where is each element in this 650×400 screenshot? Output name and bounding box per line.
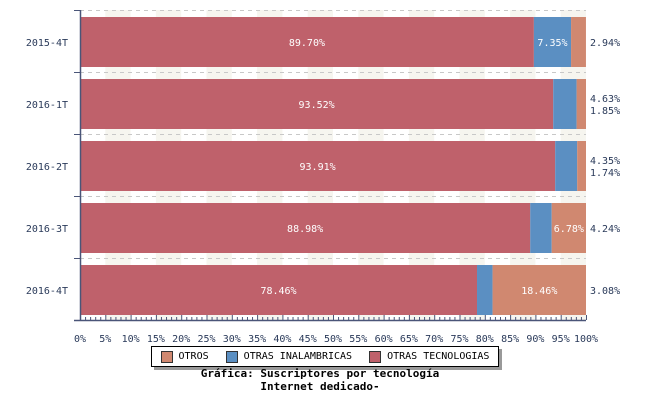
legend-item-otras-tecnologias: OTRAS TECNOLOGIAS: [369, 350, 490, 363]
x-tick-label: 50%: [324, 334, 342, 345]
bar-segment: [492, 265, 586, 315]
data-label: 3.08%: [590, 286, 620, 297]
x-tick-label: 45%: [299, 334, 317, 345]
category-label: 2016-4T: [26, 286, 68, 297]
x-tick-label: 35%: [248, 334, 266, 345]
legend-label: OTRAS TECNOLOGIAS: [387, 351, 490, 362]
data-label: 78.46%: [260, 286, 296, 297]
bar-segment: [533, 17, 572, 67]
data-label: 89.70%: [289, 38, 325, 49]
x-tick-label: 65%: [400, 334, 418, 345]
data-label: 93.52%: [299, 100, 335, 111]
data-label: 93.91%: [300, 162, 336, 173]
bar-segment: [551, 203, 586, 253]
data-label: 1.85%: [590, 106, 620, 117]
data-label: 4.24%: [590, 224, 620, 235]
x-tick-label: 55%: [349, 334, 367, 345]
bar-segment: [555, 141, 578, 191]
bar-segment: [571, 17, 586, 67]
bar-segment: [530, 203, 552, 253]
x-tick-label: 20%: [172, 334, 190, 345]
bar-segment: [80, 141, 556, 191]
legend-swatch: [369, 350, 382, 363]
bar-segment: [80, 203, 531, 253]
bar-segment: [80, 265, 478, 315]
stacked-bar-chart: 89.70% 7.35% 2.94% 2015-4T 93.52% 4.63%1.85% 2…: [26, 10, 620, 345]
category-label: 2016-3T: [26, 224, 68, 235]
chart-title: Gráfica: Suscriptores por tecnología Int…: [0, 367, 640, 393]
data-label: 18.46%: [521, 286, 557, 297]
chart-subtitle: Internet dedicado-: [260, 380, 380, 393]
x-tick-label: 5%: [99, 334, 111, 345]
x-tick-label: 0%: [74, 334, 86, 345]
legend-label: OTRAS INALAMBRICAS: [243, 351, 353, 362]
x-tick-label: 40%: [273, 334, 291, 345]
x-tick-label: 15%: [147, 334, 165, 345]
legend-item-otros: OTROS: [160, 350, 209, 363]
data-label: 4.35%: [590, 156, 620, 167]
category-label: 2015-4T: [26, 38, 68, 49]
x-tick-label: 25%: [197, 334, 215, 345]
bar-segment: [576, 79, 586, 129]
data-label: 7.35%: [537, 38, 567, 49]
bar-segment: [80, 17, 534, 67]
bar-segment: [577, 141, 586, 191]
legend-label: OTROS: [178, 351, 209, 362]
data-label: 2.94%: [590, 38, 620, 49]
data-label: 88.98%: [287, 224, 323, 235]
legend: OTROS OTRAS INALAMBRICAS OTRAS TECNOLOGI…: [151, 346, 499, 367]
legend-item-otras-inalambricas: OTRAS INALAMBRICAS: [225, 350, 353, 363]
x-tick-label: 10%: [122, 334, 140, 345]
x-tick-label: 70%: [425, 334, 443, 345]
x-tick-label: 60%: [375, 334, 393, 345]
category-label: 2016-1T: [26, 100, 68, 111]
x-tick-label: 95%: [552, 334, 570, 345]
x-tick-label: 100%: [574, 334, 598, 345]
x-tick-label: 85%: [501, 334, 519, 345]
x-tick-label: 75%: [450, 334, 468, 345]
category-label: 2016-2T: [26, 162, 68, 173]
legend-swatch: [225, 350, 238, 363]
data-label: 1.74%: [590, 168, 620, 179]
x-tick-label: 30%: [223, 334, 241, 345]
x-tick-label: 90%: [526, 334, 544, 345]
chart-title-line: Gráfica: Suscriptores por tecnología: [200, 367, 440, 380]
x-tick-label: 80%: [476, 334, 494, 345]
legend-swatch: [160, 350, 173, 363]
bar-segment: [477, 265, 493, 315]
data-label: 4.63%: [590, 94, 620, 105]
data-label: 6.78%: [554, 224, 584, 235]
bar-segment: [553, 79, 577, 129]
bar-segment: [80, 79, 554, 129]
